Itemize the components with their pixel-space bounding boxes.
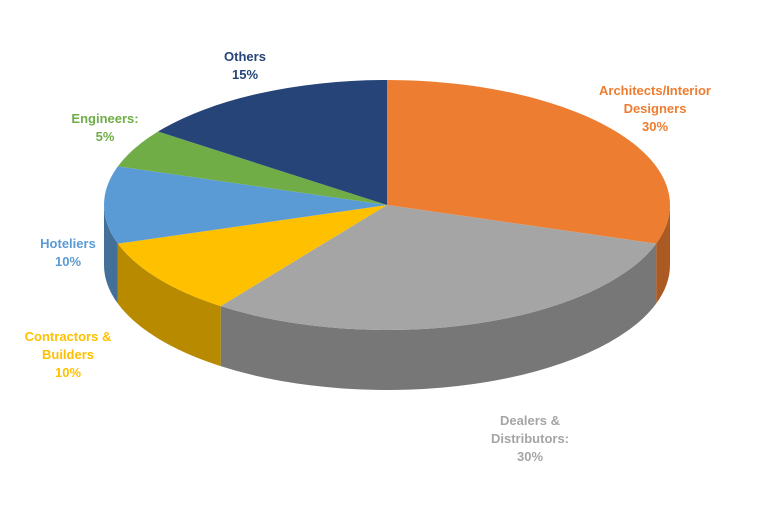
value-label: 5% — [95, 129, 115, 144]
slice — [104, 166, 387, 244]
slice-label: Hoteliers 10% — [3, 235, 133, 271]
category-label: Engineers: — [71, 111, 139, 126]
slice-label: Dealers & Distributors: 30% — [480, 412, 580, 466]
value-label: 15% — [231, 67, 259, 82]
slice — [387, 80, 670, 244]
slice-label: Engineers: 5% — [40, 110, 170, 146]
slice-side — [656, 205, 670, 304]
value-label: 10% — [54, 365, 82, 380]
slice-side — [104, 205, 118, 304]
category-label: Dealers & Distributors: — [491, 413, 569, 446]
slice-label: Architects/Interior Designers 30% — [590, 82, 720, 136]
category-label: Others — [224, 49, 266, 64]
category-label: Contractors & Builders — [24, 329, 112, 362]
slice-label: Contractors & Builders 10% — [18, 328, 118, 382]
value-label: 30% — [641, 119, 669, 134]
slice — [158, 80, 387, 205]
slice-side — [220, 243, 657, 390]
slice — [117, 131, 387, 205]
slice-label: Others 15% — [180, 48, 310, 84]
value-label: 30% — [516, 449, 544, 464]
value-label: 10% — [54, 254, 82, 269]
slice — [117, 205, 387, 307]
category-label: Architects/Interior Designers — [599, 83, 711, 116]
slice-side — [117, 243, 221, 367]
category-label: Hoteliers — [40, 236, 96, 251]
slice — [220, 205, 657, 330]
